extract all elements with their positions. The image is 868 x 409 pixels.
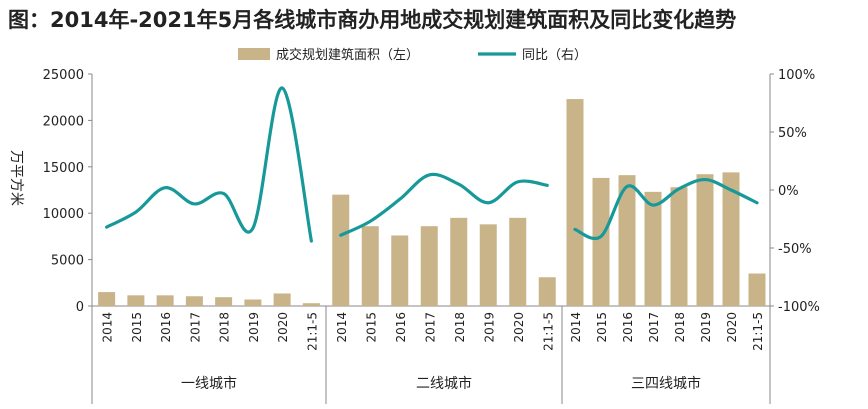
x-tick-label: 2015 bbox=[130, 312, 144, 343]
y-tick-label: 25000 bbox=[43, 68, 84, 83]
bar bbox=[644, 191, 662, 306]
bar bbox=[156, 295, 174, 306]
bar bbox=[722, 172, 740, 306]
bar bbox=[566, 99, 584, 306]
bar bbox=[450, 217, 468, 306]
x-tick-label: 2019 bbox=[699, 312, 713, 343]
bar bbox=[127, 295, 145, 306]
bar bbox=[420, 226, 438, 306]
x-tick-label: 2014 bbox=[569, 312, 583, 343]
x-tick-label: 2020 bbox=[276, 312, 290, 343]
y-tick-label: 5000 bbox=[51, 254, 84, 269]
x-tick-label: 2014 bbox=[101, 312, 115, 343]
bar bbox=[618, 175, 636, 306]
legend-label-bar: 成交规划建筑面积（左） bbox=[276, 47, 419, 63]
bar bbox=[215, 297, 233, 306]
bar-series bbox=[98, 99, 766, 306]
bar bbox=[670, 187, 688, 306]
y-tick-label: 20000 bbox=[43, 114, 84, 129]
x-tick-label: 2018 bbox=[453, 312, 467, 343]
x-tick-label: 21:1-5 bbox=[305, 312, 319, 351]
bar bbox=[391, 235, 409, 306]
x-tick-label: 2018 bbox=[673, 312, 687, 343]
y-axis-label: 万平方米 bbox=[8, 150, 24, 206]
x-tick-label: 2014 bbox=[335, 312, 349, 343]
bar bbox=[332, 194, 350, 306]
x-tick-label: 2015 bbox=[364, 312, 378, 343]
x-tick-label: 2016 bbox=[159, 312, 173, 343]
y2-tick-label: 50% bbox=[778, 126, 807, 141]
x-tick-label: 21:1-5 bbox=[541, 312, 555, 351]
yoy-line bbox=[339, 172, 549, 237]
bar bbox=[273, 293, 291, 306]
x-tick-label: 2020 bbox=[725, 312, 739, 343]
x-tick-label: 2020 bbox=[512, 312, 526, 343]
y-tick-label: 0 bbox=[76, 300, 84, 315]
legend-swatch-bar bbox=[238, 48, 270, 60]
y-tick-label: 15000 bbox=[43, 161, 84, 176]
legend-label-line: 同比（右） bbox=[522, 48, 587, 63]
group-label: 二线城市 bbox=[416, 375, 472, 392]
x-tick-label: 2016 bbox=[621, 312, 635, 343]
y2-tick-label: 100% bbox=[778, 68, 815, 83]
line-series bbox=[105, 86, 759, 243]
x-tick-label: 2019 bbox=[482, 312, 496, 343]
x-tick-label: 2017 bbox=[647, 312, 661, 343]
y-tick-label: 10000 bbox=[43, 207, 84, 222]
legend: 成交规划建筑面积（左） 同比（右） bbox=[238, 47, 587, 63]
x-tick-label: 2019 bbox=[247, 312, 261, 343]
x-tick-label: 2017 bbox=[423, 312, 437, 343]
bar bbox=[479, 224, 497, 306]
yoy-line bbox=[573, 177, 759, 241]
bar bbox=[592, 177, 610, 306]
bar bbox=[244, 299, 262, 306]
label-layer: 0 5000 10000 15000 20000 25000 -100% -50% 0% 50% 1… bbox=[8, 68, 820, 392]
bar bbox=[98, 292, 116, 306]
group-label: 一线城市 bbox=[181, 375, 237, 392]
bar bbox=[302, 303, 320, 306]
bar bbox=[748, 273, 766, 306]
bar bbox=[361, 226, 379, 306]
x-tick-label: 2015 bbox=[595, 312, 609, 343]
x-tick-label: 2017 bbox=[188, 312, 202, 343]
chart-title: 图：2014年-2021年5月各线城市商办用地成交规划建筑面积及同比变化趋势 bbox=[8, 8, 737, 32]
y2-tick-label: -100% bbox=[778, 300, 820, 315]
x-tick-label: 2018 bbox=[218, 312, 232, 343]
group-label: 三四线城市 bbox=[631, 375, 701, 392]
bar bbox=[696, 174, 714, 306]
y2-tick-label: -50% bbox=[778, 242, 812, 257]
bar bbox=[509, 217, 527, 306]
x-tick-label: 21:1-5 bbox=[751, 312, 765, 351]
y2-tick-label: 0% bbox=[778, 184, 799, 199]
yoy-line bbox=[105, 86, 313, 243]
x-tick-label: 2016 bbox=[394, 312, 408, 343]
bar bbox=[185, 296, 203, 306]
bar bbox=[538, 277, 556, 306]
